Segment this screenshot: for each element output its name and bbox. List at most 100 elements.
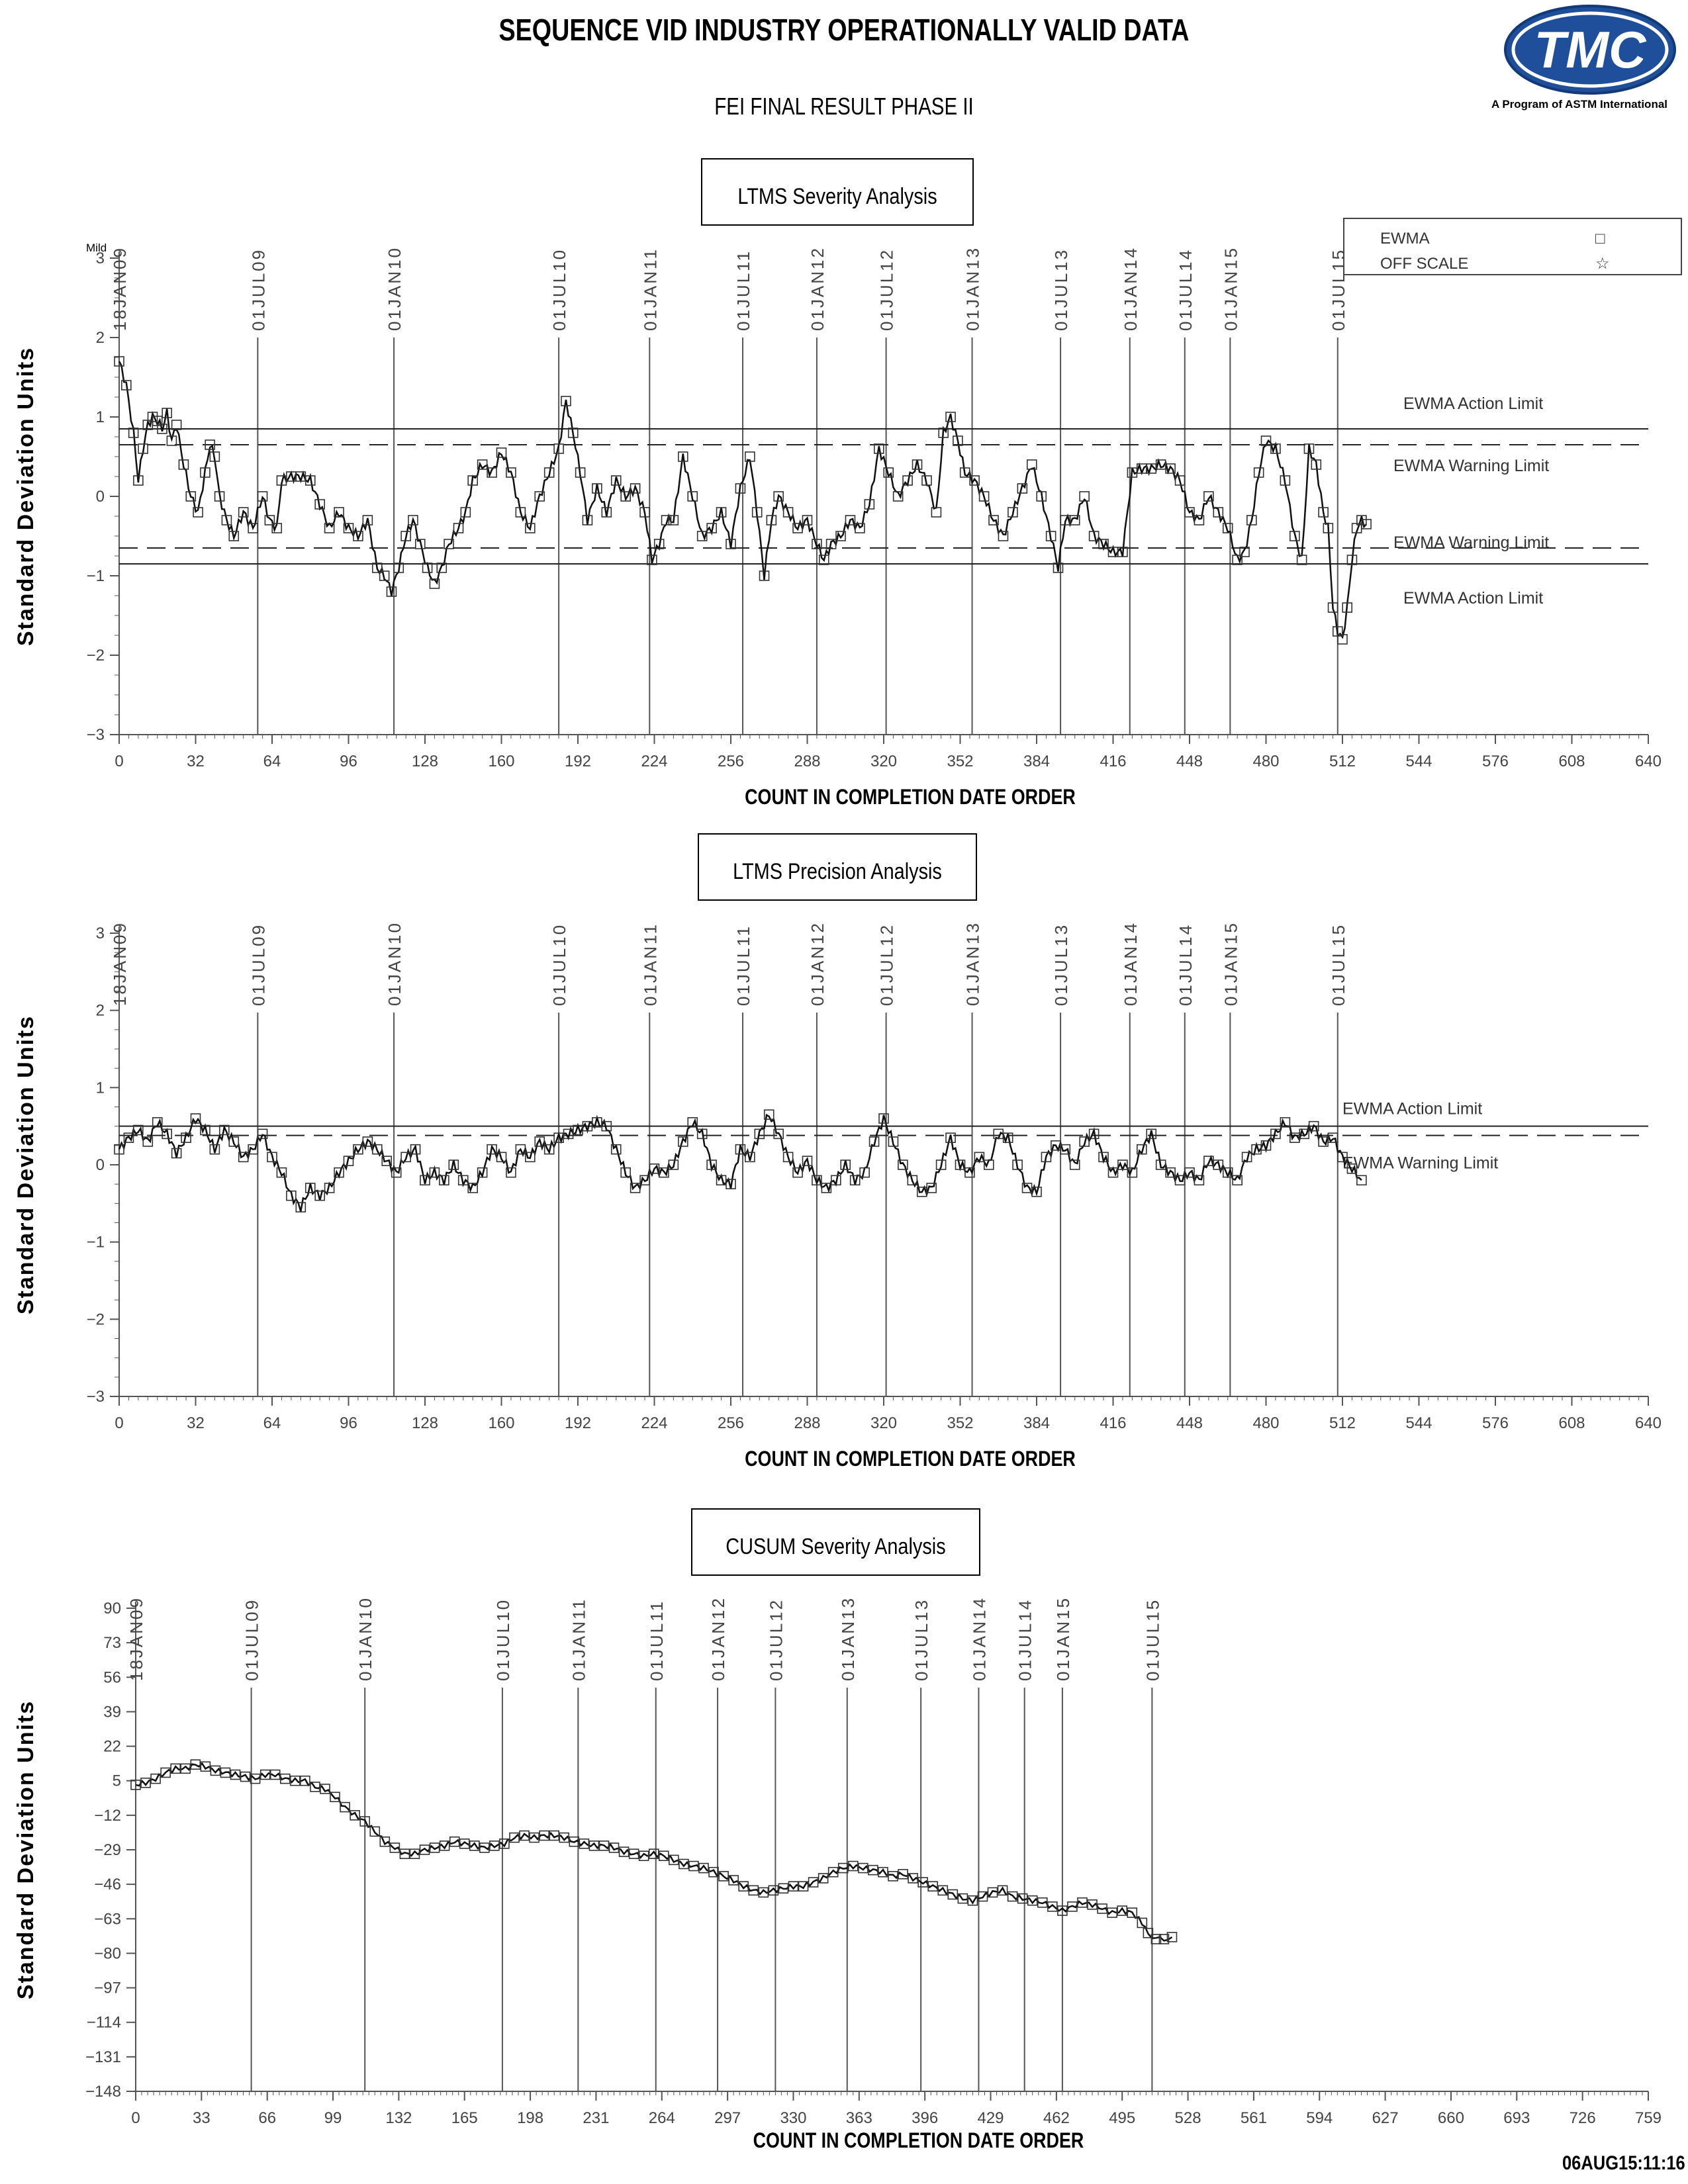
data-point <box>849 1175 861 1186</box>
data-point <box>718 1871 729 1882</box>
x-tick-label: 352 <box>947 752 973 770</box>
y-tick-label: −114 <box>87 2014 121 2032</box>
chart-title: LTMS Severity Analysis <box>737 183 937 209</box>
data-point <box>792 523 803 533</box>
data-point <box>214 491 225 502</box>
data-point <box>1253 467 1264 478</box>
data-point <box>1150 1934 1162 1944</box>
data-point <box>238 507 249 518</box>
data-point <box>257 1128 268 1140</box>
data-point <box>745 451 755 462</box>
y-tick-label: −1 <box>87 567 105 585</box>
x-tick-label: 416 <box>1100 1414 1126 1432</box>
data-point <box>716 507 727 518</box>
data-point <box>1037 1897 1048 1908</box>
data-point <box>1012 1160 1023 1170</box>
data-point <box>1203 491 1214 502</box>
data-point <box>479 1843 490 1853</box>
data-point <box>639 507 650 518</box>
data-point <box>372 563 383 573</box>
data-point <box>343 1156 354 1166</box>
data-point <box>1270 1128 1281 1140</box>
x-tick-label: 726 <box>1570 2109 1596 2127</box>
x-tick-label: 396 <box>912 2109 938 2127</box>
data-point <box>835 531 846 541</box>
data-point <box>1155 1160 1166 1170</box>
x-tick-label: 297 <box>714 2109 741 2127</box>
data-point <box>457 1175 469 1186</box>
data-point <box>601 507 612 518</box>
data-point <box>696 531 708 541</box>
x-axis-label: COUNT IN COMPLETION DATE ORDER <box>753 2129 1084 2151</box>
data-point <box>945 1132 956 1143</box>
data-point <box>1184 507 1195 518</box>
cusum-severity-chart: CUSUM Severity Analysis 0 33 66 99 132 165 198 2… <box>13 1508 1662 2151</box>
data-point <box>1311 459 1322 470</box>
data-point <box>1097 1903 1107 1914</box>
data-point <box>1174 475 1186 486</box>
data-point <box>561 396 571 406</box>
data-point <box>271 523 283 533</box>
x-tick-label: 264 <box>649 2109 675 2127</box>
data-point <box>1289 531 1300 541</box>
data-point <box>608 1843 620 1853</box>
date-marker-label: 01JUL12 <box>766 1598 786 1681</box>
data-point <box>1079 1136 1090 1147</box>
data-point <box>1107 1167 1119 1178</box>
date-marker-label: 01JAN14 <box>1121 246 1141 331</box>
data-point <box>902 475 913 486</box>
data-point <box>847 1860 859 1872</box>
data-point <box>420 1175 430 1186</box>
date-marker-label: 01JAN12 <box>808 246 827 331</box>
date-marker-label: 01JUL12 <box>877 248 897 331</box>
data-point <box>821 1183 832 1193</box>
data-point <box>369 1826 381 1837</box>
data-point <box>181 1132 191 1143</box>
x-tick-label: 363 <box>846 2109 872 2127</box>
x-tick-label: 256 <box>718 752 744 770</box>
x-axis-label: COUNT IN COMPLETION DATE ORDER <box>745 1447 1076 1471</box>
x-tick-label: 512 <box>1329 1414 1356 1432</box>
data-point <box>1232 555 1243 565</box>
data-point <box>751 507 763 518</box>
data-point <box>575 467 586 478</box>
date-marker-label: 01JAN13 <box>963 921 983 1006</box>
x-tick-label: 429 <box>977 2109 1004 2127</box>
data-point <box>477 1167 488 1178</box>
data-point <box>864 499 875 510</box>
x-tick-label: 0 <box>115 1414 123 1432</box>
data-point <box>389 1843 400 1853</box>
data-point <box>436 563 447 573</box>
data-point <box>907 1175 918 1186</box>
data-point <box>748 1885 759 1896</box>
date-marker-label: 01JAN14 <box>1121 921 1141 1006</box>
data-point <box>305 475 316 486</box>
x-tick-label: 33 <box>193 2109 211 2127</box>
chart-title: CUSUM Severity Analysis <box>726 1533 945 1559</box>
data-point <box>439 1841 450 1851</box>
data-point <box>340 1801 350 1813</box>
data-point <box>171 420 182 430</box>
data-point <box>200 467 211 478</box>
data-point <box>409 1848 420 1859</box>
data-point <box>429 578 440 589</box>
x-tick-label: 128 <box>412 752 438 770</box>
data-point <box>408 515 418 525</box>
data-point <box>1098 1152 1109 1163</box>
data-point <box>362 515 373 525</box>
y-tick-label: 3 <box>96 925 105 942</box>
data-point <box>228 531 240 541</box>
data-point <box>219 1124 230 1136</box>
data-point <box>883 467 894 478</box>
data-point <box>878 1113 889 1124</box>
data-point <box>549 1830 560 1841</box>
data-point <box>506 467 516 478</box>
series-line <box>135 1762 1173 1942</box>
data-point <box>1137 1917 1148 1929</box>
data-point <box>688 1860 699 1872</box>
data-point <box>180 1763 191 1774</box>
x-tick-label: 198 <box>517 2109 543 2127</box>
data-point <box>1079 491 1090 502</box>
data-point <box>648 1848 659 1859</box>
